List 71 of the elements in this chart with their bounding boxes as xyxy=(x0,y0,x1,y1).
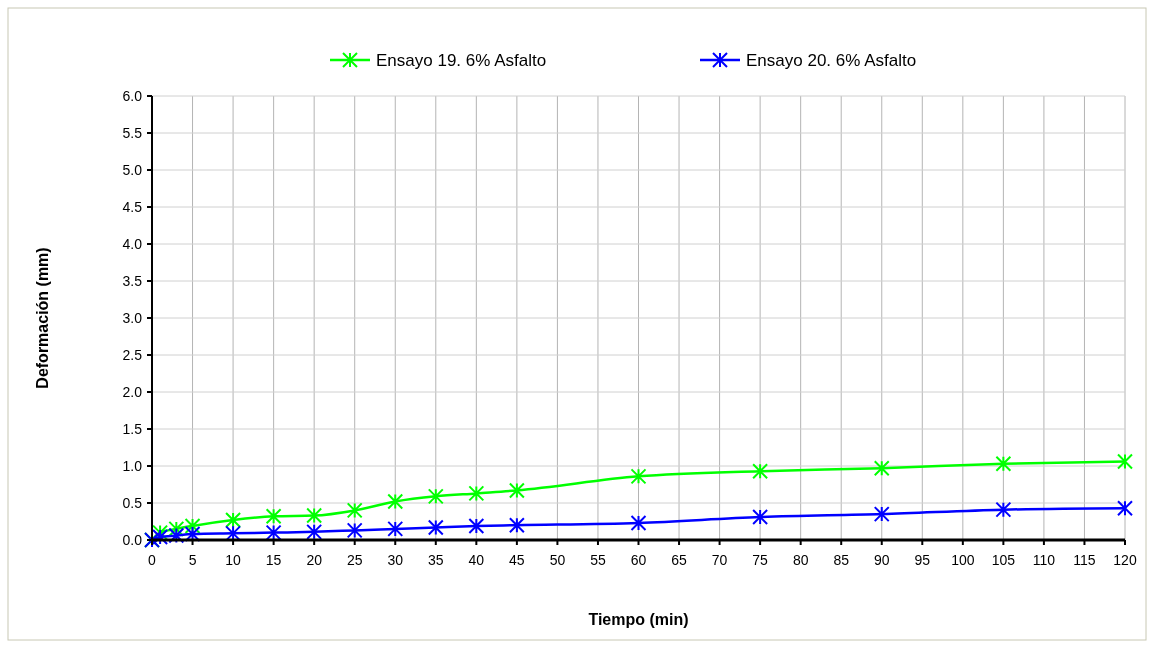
point xyxy=(1117,500,1133,517)
point xyxy=(184,517,201,534)
y-tick-label: 4.5 xyxy=(122,198,143,215)
y-tick-label: 2.0 xyxy=(122,383,143,400)
x-tick-label: 115 xyxy=(1073,552,1096,568)
point xyxy=(152,529,169,546)
x-axis-title: Tiempo (min) xyxy=(588,611,689,628)
point xyxy=(306,507,323,524)
legend-label: Ensayo 20. 6% Asfalto xyxy=(746,50,917,70)
point xyxy=(508,482,525,499)
x-tick-label: 75 xyxy=(752,552,769,568)
x-tick-label: 20 xyxy=(306,552,323,568)
point xyxy=(306,523,323,540)
point xyxy=(346,502,363,519)
y-tick-label: 0.0 xyxy=(122,531,143,548)
point xyxy=(427,488,444,505)
x-tick-label: 95 xyxy=(914,552,931,568)
x-tick-label: 30 xyxy=(387,552,404,568)
y-tick-label: 1.0 xyxy=(122,457,143,474)
point xyxy=(225,512,242,529)
x-tick-label: 15 xyxy=(265,552,282,568)
x-tick-label: 105 xyxy=(991,552,1016,568)
point xyxy=(427,519,444,536)
point xyxy=(630,468,647,485)
y-tick-label: 6.0 xyxy=(122,87,143,104)
y-tick-label: 4.0 xyxy=(122,235,143,252)
x-tick-label: 120 xyxy=(1113,552,1137,568)
x-tick-label: 40 xyxy=(468,552,485,568)
y-tick-label: 3.0 xyxy=(122,309,143,326)
x-tick-label: 35 xyxy=(428,552,444,568)
point xyxy=(168,527,185,544)
point xyxy=(873,460,890,477)
x-tick-label: 10 xyxy=(225,552,242,568)
x-tick-label: 70 xyxy=(711,552,728,568)
point xyxy=(346,522,363,539)
point xyxy=(265,508,282,525)
y-tick-label: 2.5 xyxy=(122,346,143,363)
point xyxy=(1117,453,1133,470)
point xyxy=(468,485,485,502)
point xyxy=(387,493,404,510)
legend-label: Ensayo 19. 6% Asfalto xyxy=(376,50,547,70)
x-tick-label: 5 xyxy=(188,552,197,568)
x-tick-label: 90 xyxy=(873,552,890,568)
x-tick-label: 85 xyxy=(833,552,850,568)
y-tick-label: 5.0 xyxy=(122,161,143,178)
y-tick-label: 0.5 xyxy=(122,494,143,511)
x-tick-label: 65 xyxy=(671,552,688,568)
point xyxy=(468,517,485,534)
point xyxy=(995,455,1012,472)
point xyxy=(508,517,525,534)
x-tick-label: 0 xyxy=(148,552,157,568)
x-tick-label: 55 xyxy=(590,552,606,568)
x-tick-label: 45 xyxy=(509,552,525,568)
x-tick-label: 60 xyxy=(630,552,647,568)
point xyxy=(873,506,890,523)
y-tick-label: 5.5 xyxy=(122,124,143,141)
point xyxy=(265,524,282,541)
x-tick-label: 50 xyxy=(549,552,566,568)
point xyxy=(752,463,769,480)
x-tick-label: 80 xyxy=(792,552,809,568)
point xyxy=(995,501,1012,518)
y-axis-title: Deformación (mm) xyxy=(34,247,51,389)
x-tick-label: 100 xyxy=(951,552,975,568)
y-tick-label: 1.5 xyxy=(122,420,143,437)
point xyxy=(168,520,185,537)
y-tick-label: 3.5 xyxy=(122,272,143,289)
x-tick-label: 25 xyxy=(346,552,363,568)
point xyxy=(630,514,647,531)
point xyxy=(387,520,404,537)
point xyxy=(752,509,769,526)
x-tick-label: 110 xyxy=(1032,552,1056,568)
